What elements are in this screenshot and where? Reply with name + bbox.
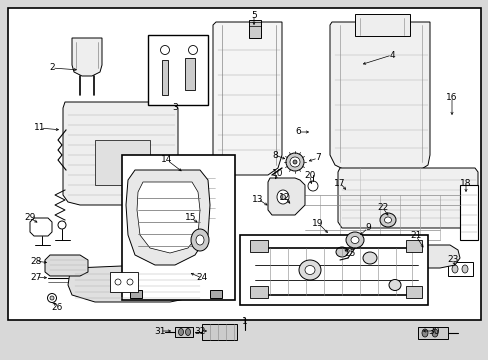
Ellipse shape — [305, 266, 314, 274]
Text: 9: 9 — [365, 224, 370, 233]
Ellipse shape — [188, 45, 197, 54]
Ellipse shape — [431, 329, 437, 337]
Ellipse shape — [50, 296, 54, 300]
Text: 14: 14 — [161, 156, 172, 165]
Bar — [249, 286, 267, 298]
Bar — [405, 286, 421, 298]
Polygon shape — [72, 38, 102, 76]
Bar — [148, 35, 207, 105]
Text: 26: 26 — [51, 302, 62, 311]
Text: 28: 28 — [30, 256, 41, 266]
Bar — [405, 240, 421, 252]
Ellipse shape — [191, 229, 208, 251]
Ellipse shape — [276, 190, 288, 204]
Text: 21: 21 — [409, 231, 421, 240]
Polygon shape — [137, 182, 200, 253]
Text: 30: 30 — [427, 327, 439, 336]
Text: 17: 17 — [334, 179, 345, 188]
Text: 29: 29 — [24, 213, 36, 222]
Polygon shape — [180, 165, 200, 225]
Text: 5: 5 — [251, 10, 256, 19]
Bar — [95, 140, 150, 185]
Text: 4: 4 — [388, 50, 394, 59]
Polygon shape — [30, 218, 52, 236]
Text: 22: 22 — [377, 203, 388, 212]
Ellipse shape — [346, 232, 363, 248]
Polygon shape — [267, 178, 305, 215]
Text: 8: 8 — [271, 150, 277, 159]
Bar — [354, 14, 409, 36]
Text: 1: 1 — [242, 318, 247, 327]
Bar — [417, 327, 447, 339]
Polygon shape — [63, 102, 178, 205]
Text: 12: 12 — [279, 193, 290, 202]
Bar — [240, 235, 427, 305]
Polygon shape — [68, 265, 209, 302]
Bar — [459, 185, 477, 240]
Bar — [184, 58, 195, 90]
Polygon shape — [329, 22, 429, 170]
Text: 13: 13 — [252, 194, 263, 203]
Ellipse shape — [285, 153, 304, 171]
Text: 15: 15 — [185, 213, 196, 222]
Bar — [8, 8, 480, 320]
Ellipse shape — [292, 160, 296, 164]
Text: 16: 16 — [446, 93, 457, 102]
Text: 32: 32 — [194, 327, 205, 336]
Text: 6: 6 — [295, 127, 300, 136]
Ellipse shape — [362, 252, 376, 264]
Bar — [447, 262, 472, 276]
Bar — [162, 60, 168, 95]
Ellipse shape — [335, 247, 347, 257]
Ellipse shape — [388, 279, 400, 291]
Text: 24: 24 — [196, 274, 207, 283]
Ellipse shape — [115, 279, 121, 285]
Text: 7: 7 — [314, 153, 320, 162]
Text: 20: 20 — [304, 171, 315, 180]
Text: 27: 27 — [30, 273, 41, 282]
Ellipse shape — [379, 213, 395, 227]
Ellipse shape — [196, 235, 203, 245]
Ellipse shape — [421, 329, 427, 337]
Ellipse shape — [461, 265, 467, 273]
Text: 25: 25 — [344, 248, 355, 257]
Polygon shape — [200, 168, 217, 223]
Polygon shape — [412, 245, 459, 268]
Polygon shape — [126, 170, 209, 265]
Bar — [202, 324, 237, 340]
Bar — [249, 240, 267, 252]
Text: 11: 11 — [34, 123, 46, 132]
Ellipse shape — [58, 221, 66, 229]
Text: 23: 23 — [447, 256, 458, 265]
Bar — [110, 272, 138, 292]
Ellipse shape — [160, 45, 169, 54]
Bar — [130, 290, 142, 298]
Ellipse shape — [384, 217, 391, 223]
Ellipse shape — [307, 181, 317, 191]
Text: 18: 18 — [459, 179, 471, 188]
Text: 3: 3 — [172, 104, 178, 112]
Bar — [209, 290, 222, 298]
Polygon shape — [337, 168, 477, 228]
Ellipse shape — [185, 328, 190, 336]
Polygon shape — [213, 22, 282, 175]
Ellipse shape — [127, 279, 133, 285]
Bar — [248, 20, 261, 38]
Ellipse shape — [178, 328, 183, 336]
Polygon shape — [45, 255, 88, 276]
Ellipse shape — [451, 265, 457, 273]
Text: 31: 31 — [154, 327, 165, 336]
Bar — [175, 327, 193, 337]
Text: 2: 2 — [49, 63, 55, 72]
Text: 19: 19 — [312, 219, 323, 228]
Bar — [122, 155, 235, 300]
Ellipse shape — [350, 237, 358, 243]
Ellipse shape — [47, 293, 57, 302]
Ellipse shape — [289, 157, 299, 167]
Text: 10: 10 — [272, 168, 283, 177]
Ellipse shape — [280, 194, 285, 199]
Ellipse shape — [298, 260, 320, 280]
